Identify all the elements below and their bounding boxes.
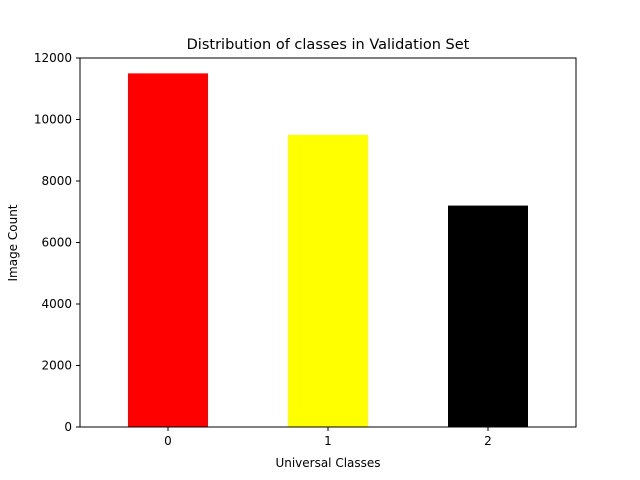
y-axis-label: Image Count xyxy=(6,204,20,281)
y-tick-label: 0 xyxy=(64,420,72,434)
y-tick-label: 12000 xyxy=(34,51,72,65)
bars-group xyxy=(128,73,528,427)
y-tick-label: 2000 xyxy=(41,359,72,373)
y-tick-label: 6000 xyxy=(41,236,72,250)
bar-class-0 xyxy=(128,73,208,427)
y-tick-label: 4000 xyxy=(41,297,72,311)
y-tick-label: 8000 xyxy=(41,174,72,188)
x-axis-label: Universal Classes xyxy=(275,456,380,470)
x-tick-label: 2 xyxy=(484,434,492,448)
x-tick-label: 0 xyxy=(164,434,172,448)
bar-class-2 xyxy=(448,205,528,427)
x-ticks-group: 0 1 2 xyxy=(164,427,492,448)
y-tick-label: 10000 xyxy=(34,113,72,127)
bar-class-1 xyxy=(288,134,368,427)
y-ticks-group: 0 2000 4000 6000 8000 10000 12000 xyxy=(34,51,80,434)
chart-title: Distribution of classes in Validation Se… xyxy=(187,37,470,53)
x-tick-label: 1 xyxy=(324,434,332,448)
plot-frame xyxy=(79,57,577,428)
